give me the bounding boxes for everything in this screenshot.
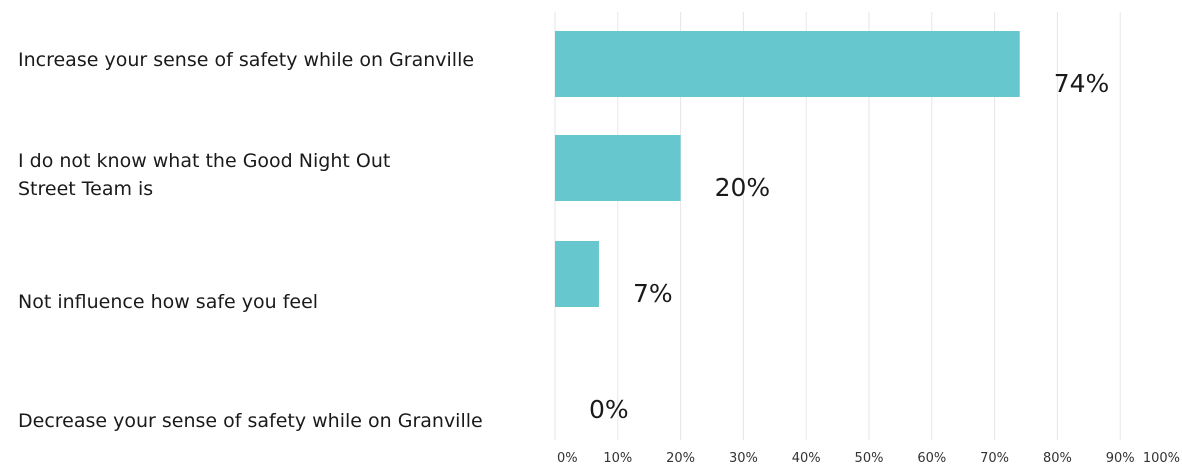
category-label-decrease-safety: Decrease your sense of safety while on G… (18, 410, 483, 432)
bar-1 (555, 135, 681, 201)
x-tick-label: 60% (917, 451, 946, 464)
x-tick-label: 100% (1143, 451, 1180, 464)
x-tick-label: 0% (557, 451, 578, 464)
data-label-0: 74% (1054, 69, 1110, 98)
data-label-1: 20% (715, 173, 771, 202)
category-label-increase-safety: Increase your sense of safety while on G… (18, 49, 475, 71)
data-label-2: 7% (633, 279, 673, 308)
x-tick-label: 20% (666, 451, 695, 464)
x-tick-label: 70% (980, 451, 1009, 464)
bar-0 (555, 31, 1020, 97)
category-label-not-influence: Not influence how safe you feel (18, 291, 319, 313)
category-label-do-not-know: I do not know what the Good Night Out St… (18, 150, 391, 200)
x-tick-label: 80% (1043, 451, 1072, 464)
x-tick-label: 50% (855, 451, 884, 464)
bar-2 (555, 241, 599, 307)
x-tick-label: 40% (792, 451, 821, 464)
x-tick-label: 90% (1106, 451, 1135, 464)
data-label-3: 0% (589, 395, 629, 424)
x-tick-label: 30% (729, 451, 758, 464)
x-tick-label: 10% (603, 451, 632, 464)
